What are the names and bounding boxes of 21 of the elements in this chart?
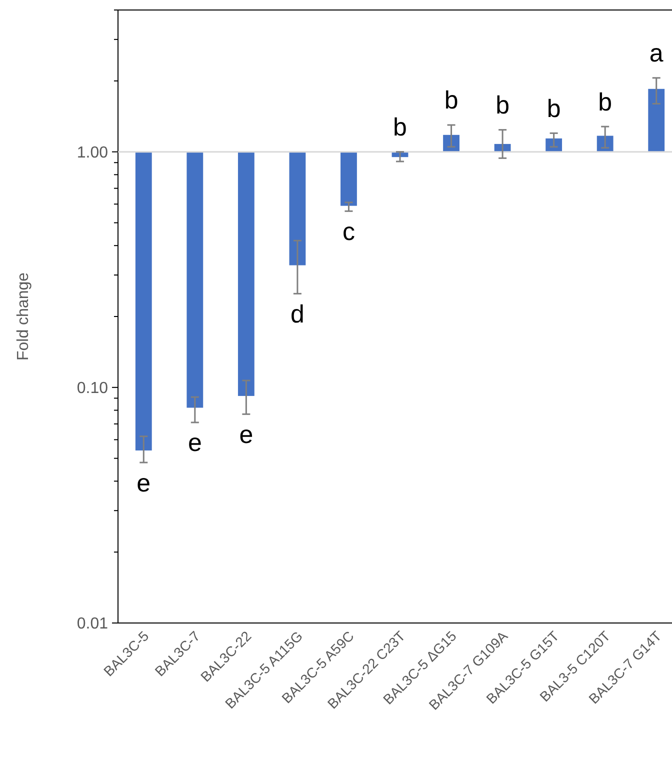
annotation: e xyxy=(136,469,151,498)
annotation: b xyxy=(546,94,561,123)
y-tick-label: 0.01 xyxy=(76,616,108,633)
annotation: d xyxy=(290,300,304,328)
annotation: b xyxy=(393,114,407,142)
bar xyxy=(648,88,665,152)
bar xyxy=(186,152,204,408)
annotation: c xyxy=(342,218,355,246)
annotation: e xyxy=(239,420,254,449)
annotation: b xyxy=(444,86,458,115)
bar xyxy=(340,152,357,206)
y-tick-label: 0.10 xyxy=(76,380,108,398)
annotation: b xyxy=(496,92,510,120)
y-tick-label: 1.00 xyxy=(76,144,108,162)
annotation: a xyxy=(649,40,664,68)
bar xyxy=(238,152,254,396)
y-axis-title: Fold change xyxy=(15,272,32,361)
bar xyxy=(289,152,306,266)
bar xyxy=(135,152,152,450)
annotation: b xyxy=(598,88,612,116)
annotation: e xyxy=(188,429,202,458)
